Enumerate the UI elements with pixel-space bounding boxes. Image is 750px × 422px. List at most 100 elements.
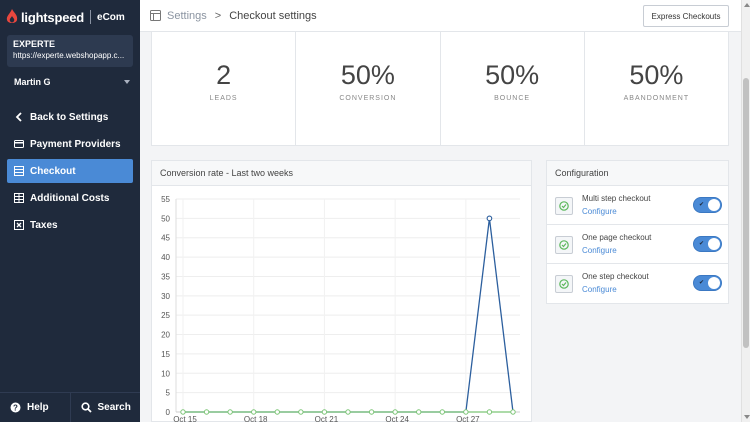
sidebar-item-payment-providers[interactable]: Payment Providers — [7, 132, 133, 156]
check-circle-icon — [555, 275, 573, 293]
configure-link[interactable]: Configure — [582, 285, 617, 294]
sidebar-nav: Back to Settings Payment Providers Check… — [0, 105, 140, 240]
configure-link[interactable]: Configure — [582, 246, 617, 255]
data-point-secondary — [416, 409, 422, 415]
data-point-secondary — [486, 409, 493, 415]
x-tick-label: Oct 18 — [244, 415, 268, 422]
data-point-secondary — [251, 409, 257, 415]
data-point-secondary — [463, 409, 469, 415]
scrollbar-thumb[interactable] — [743, 78, 749, 348]
y-tick-label: 15 — [161, 350, 170, 359]
y-tick-label: 35 — [161, 272, 170, 281]
stat-label: LEADS — [209, 95, 238, 102]
x-tick-label: Oct 21 — [315, 415, 339, 422]
credit-card-icon — [14, 140, 24, 148]
user-name: Martin G — [14, 77, 51, 87]
help-icon: ? — [10, 402, 21, 413]
sidebar-item-back-to-settings[interactable]: Back to Settings — [7, 105, 133, 129]
user-menu[interactable]: Martin G — [14, 77, 130, 87]
data-point-secondary — [368, 409, 375, 415]
x-tick-label: Oct 24 — [385, 415, 409, 422]
sidebar-footer-divider — [0, 392, 140, 393]
x-tick-label: Oct 15 — [173, 415, 197, 422]
stat-label: ABANDONMENT — [623, 95, 690, 102]
stat-value: 50% — [340, 60, 395, 90]
scroll-up-icon[interactable] — [744, 3, 750, 7]
config-title: One page checkout — [582, 233, 652, 242]
chevron-left-icon — [15, 112, 22, 122]
conversion-line-chart: 0 5 10 15 20 25 30 35 40 45 50 55 Oct 15 Oct 18 Oct 21… — [161, 195, 520, 422]
one-page-toggle[interactable]: ✔ — [693, 236, 722, 252]
stat-value: 50% — [485, 60, 540, 90]
top-header: Settings > Checkout settings Express Che… — [140, 0, 741, 32]
data-point-primary — [486, 215, 493, 222]
data-point-secondary — [298, 409, 304, 415]
multi-step-toggle[interactable]: ✔ — [693, 197, 722, 213]
page-title: Checkout settings — [229, 9, 317, 22]
check-icon: ✔ — [699, 202, 705, 208]
help-button[interactable]: ? Help — [0, 393, 71, 422]
y-tick-label: 30 — [161, 292, 170, 301]
config-row-one-page: One page checkout Configure ✔ — [547, 225, 728, 264]
breadcrumb-separator-icon: > — [214, 9, 222, 22]
sidebar-item-additional-costs[interactable]: Additional Costs — [7, 186, 133, 210]
config-title: Multi step checkout — [582, 194, 651, 203]
store-switcher[interactable]: EXPERTE https://experte.webshopapp.c... — [7, 35, 133, 67]
search-button[interactable]: Search — [71, 393, 141, 422]
toggle-knob — [708, 238, 720, 250]
toggle-knob — [708, 277, 720, 289]
config-row-one-step: One step checkout Configure ✔ — [547, 264, 728, 303]
data-point-secondary — [345, 409, 351, 415]
scroll-down-icon[interactable] — [744, 415, 750, 419]
x-box-icon — [14, 220, 24, 230]
sidebar-item-checkout[interactable]: Checkout — [7, 159, 133, 183]
configure-link[interactable]: Configure — [582, 207, 617, 216]
sidebar-item-label: Payment Providers — [30, 138, 121, 150]
search-label: Search — [97, 402, 131, 413]
stat-conversion: 50% CONVERSION — [296, 32, 441, 145]
cart-icon — [14, 166, 24, 176]
brand-logo[interactable]: lightspeed eCom — [6, 6, 125, 28]
y-tick-label: 20 — [161, 331, 170, 340]
store-name: EXPERTE — [13, 39, 56, 49]
sidebar-footer: ? Help Search — [0, 393, 140, 422]
stat-label: BOUNCE — [494, 95, 531, 102]
check-circle-icon — [555, 236, 573, 254]
y-tick-label: 5 — [166, 389, 171, 398]
config-title: One step checkout — [582, 272, 649, 281]
y-tick-label: 0 — [166, 408, 171, 417]
help-label: Help — [27, 402, 49, 413]
data-point-secondary — [439, 409, 445, 415]
svg-text:?: ? — [13, 404, 18, 413]
brand-product: eCom — [97, 11, 125, 23]
sidebar-item-taxes[interactable]: Taxes — [7, 213, 133, 237]
table-icon — [14, 193, 24, 203]
y-tick-label: 40 — [161, 253, 170, 262]
config-row-multi-step: Multi step checkout Configure ✔ — [547, 186, 728, 225]
stat-label: CONVERSION — [339, 95, 397, 102]
data-point-secondary — [321, 409, 328, 415]
caret-down-icon — [124, 80, 130, 84]
y-tick-label: 10 — [161, 369, 170, 378]
stats-panel: 2 LEADS 50% CONVERSION 50% BOUNCE 50% AB… — [151, 32, 729, 146]
y-tick-label: 25 — [161, 311, 170, 320]
express-checkouts-button[interactable]: Express Checkouts — [643, 5, 729, 27]
toggle-knob — [708, 199, 720, 211]
chart-panel-title: Conversion rate - Last two weeks — [152, 161, 531, 186]
sidebar-item-label: Taxes — [30, 219, 58, 231]
settings-page-icon — [150, 10, 161, 21]
stat-abandonment: 50% ABANDONMENT — [585, 32, 728, 145]
conversion-chart-panel: Conversion rate - Last two weeks 0 5 10 15 2… — [151, 160, 532, 422]
stat-leads: 2 LEADS — [152, 32, 297, 145]
breadcrumb-settings[interactable]: Settings — [167, 9, 207, 22]
x-tick-label: Oct 27 — [456, 415, 480, 422]
data-point-secondary — [180, 409, 186, 415]
one-step-toggle[interactable]: ✔ — [693, 275, 722, 291]
data-point-secondary — [203, 409, 210, 415]
page-scrollbar[interactable] — [741, 0, 750, 422]
data-point-secondary — [227, 409, 233, 415]
sidebar-item-label: Back to Settings — [30, 111, 109, 123]
configuration-panel: Configuration Multi step checkout Config… — [546, 160, 729, 304]
sidebar-item-label: Checkout — [30, 165, 76, 177]
check-icon: ✔ — [699, 280, 705, 286]
